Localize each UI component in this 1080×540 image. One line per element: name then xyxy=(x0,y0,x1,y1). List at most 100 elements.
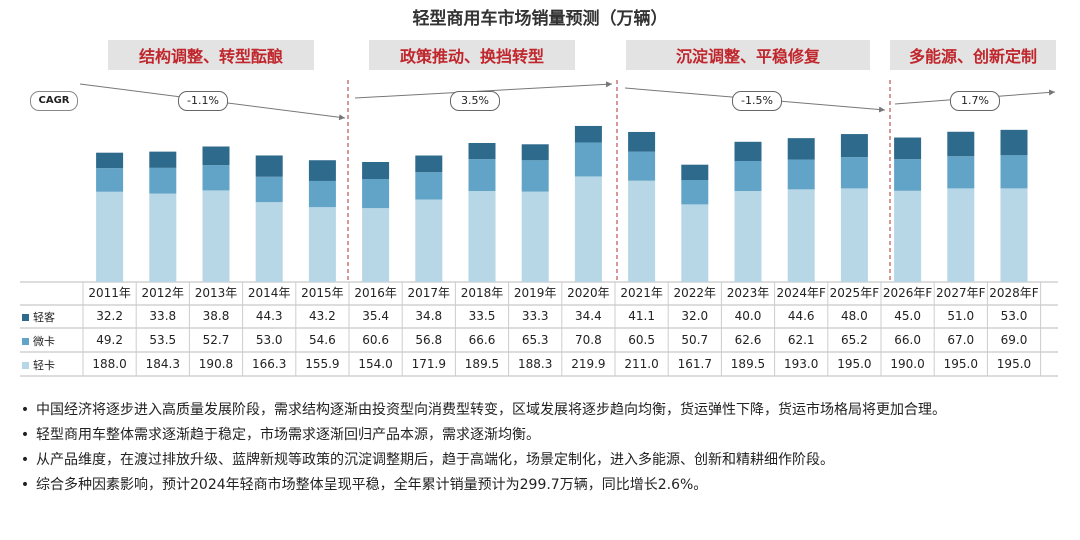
table-cell: 52.7 xyxy=(202,333,230,347)
bar-qingke xyxy=(521,144,549,161)
legend-label: 微卡 xyxy=(33,335,55,348)
x-tick-label: 2021年 xyxy=(620,286,663,300)
table-cell: 40.0 xyxy=(734,309,762,323)
x-tick-label: 2026年F xyxy=(882,286,933,300)
phase-3-label: 沉淀调整、平稳修复 xyxy=(626,40,870,70)
x-tick-label: 2011年 xyxy=(88,286,131,300)
table-cell: 65.3 xyxy=(521,333,549,347)
phase-4-label: 多能源、创新定制 xyxy=(890,40,1056,70)
table-cell: 65.2 xyxy=(841,333,868,347)
chart-title: 轻型商用车市场销量预测（万辆） xyxy=(412,9,668,29)
table-cell: 51.0 xyxy=(947,309,975,323)
table-cell: 190.0 xyxy=(890,357,925,371)
bar-qingke xyxy=(308,160,336,181)
bullet-item: • 从产品维度，在渡过排放升级、蓝牌新规等政策的沉淀调整期后，趋于高端化，场景定制… xyxy=(20,452,834,468)
bullet-text: 综合多种因素影响，预计2024年轻商市场整体呈现平稳，全年累计销量预计为299.… xyxy=(36,477,708,493)
bar-qingke xyxy=(96,152,124,169)
table-cell: 189.5 xyxy=(464,357,500,371)
table-cell: 60.5 xyxy=(628,333,655,347)
x-tick-label: 2028年F xyxy=(989,286,1039,300)
table-cell: 44.6 xyxy=(787,309,815,323)
bar-qingke xyxy=(894,137,922,160)
bar-qingka xyxy=(681,204,709,282)
bar-weika xyxy=(734,160,762,192)
bar-qingke xyxy=(628,131,656,152)
table-cell: 195.0 xyxy=(943,357,978,371)
table-cell: 34.8 xyxy=(415,309,443,323)
x-tick-label: 2019年 xyxy=(513,286,557,300)
table-cell: 56.8 xyxy=(415,333,443,347)
table-cell: 34.4 xyxy=(575,309,602,323)
bar-qingke xyxy=(734,141,762,161)
bar-qingke xyxy=(681,164,709,181)
bar-qingka xyxy=(149,193,177,282)
table-cell: 32.2 xyxy=(96,309,123,323)
table-cell: 66.0 xyxy=(894,333,921,347)
bar-qingke xyxy=(202,146,230,166)
cagr-phase-3: -1.5% xyxy=(732,91,782,111)
bar-weika xyxy=(947,156,975,189)
bar-qingka xyxy=(308,207,336,282)
bullet-list: • 中国经济将逐步进入高质量发展阶段，需求结构逐渐由投资型向消费型转变，区域发展将… xyxy=(14,400,1064,500)
bar-weika xyxy=(308,180,336,208)
phase-2-label: 政策推动、换挡转型 xyxy=(369,40,575,70)
table-cell: 188.0 xyxy=(92,357,127,371)
cagr-phase-1: -1.1% xyxy=(178,91,228,111)
table-cell: 166.3 xyxy=(252,357,287,371)
table-cell: 190.8 xyxy=(198,357,234,371)
table-cell: 45.0 xyxy=(894,309,921,323)
x-tick-label: 2020年 xyxy=(567,286,610,300)
x-tick-label: 2017年 xyxy=(407,286,451,300)
table-cell: 211.0 xyxy=(624,357,659,371)
bullet-text: 轻型商用车整体需求逐渐趋于稳定，市场需求逐渐回归产品本源，需求逐渐均衡。 xyxy=(36,427,540,443)
table-cell: 33.3 xyxy=(521,309,549,323)
bar-qingke xyxy=(574,125,602,143)
bar-weika xyxy=(787,159,815,190)
bar-qingka xyxy=(1000,188,1028,282)
bar-qingka xyxy=(574,176,602,282)
bar-qingka xyxy=(362,208,390,282)
bar-weika xyxy=(681,180,709,205)
cagr-phase-4: 1.7% xyxy=(950,91,1000,111)
legend-label: 轻客 xyxy=(33,311,55,324)
table-cell: 171.9 xyxy=(411,357,446,371)
cagr-label: CAGR xyxy=(30,91,78,111)
bar-qingke xyxy=(149,151,177,168)
x-tick-label: 2018年 xyxy=(460,286,504,300)
x-tick-label: 2016年 xyxy=(354,286,397,300)
bar-weika xyxy=(468,159,496,192)
bar-qingke xyxy=(415,155,443,173)
bar-weika xyxy=(521,160,549,192)
bullet-text: 从产品维度，在渡过排放升级、蓝牌新规等政策的沉淀调整期后，趋于高端化，场景定制化… xyxy=(36,452,834,468)
bar-qingka xyxy=(628,180,656,282)
bar-weika xyxy=(840,157,868,189)
bar-weika xyxy=(149,167,177,194)
bar-qingka xyxy=(840,188,868,282)
x-tick-label: 2027年F xyxy=(936,286,986,300)
bar-weika xyxy=(362,178,390,209)
bar-qingka xyxy=(415,199,443,282)
bar-weika xyxy=(96,168,124,192)
table-cell: 193.0 xyxy=(784,357,819,371)
legend-swatch xyxy=(22,337,29,345)
x-tick-label: 2022年 xyxy=(673,286,717,300)
bar-qingka xyxy=(521,191,549,282)
bar-qingka xyxy=(468,191,496,282)
bar-qingke xyxy=(787,138,815,160)
bar-weika xyxy=(894,159,922,191)
x-tick-label: 2024年F xyxy=(776,286,826,300)
bar-weika xyxy=(628,151,656,181)
legend-qingka: 轻卡 xyxy=(22,357,55,373)
legend-label: 轻卡 xyxy=(33,359,55,372)
table-cell: 66.6 xyxy=(468,333,496,347)
phase-1-label: 结构调整、转型酝酿 xyxy=(108,40,314,70)
legend-swatch xyxy=(22,313,29,321)
x-tick-label: 2023年 xyxy=(726,286,770,300)
legend-weika: 微卡 xyxy=(22,333,55,349)
x-tick-label: 2014年 xyxy=(247,286,291,300)
bar-qingka xyxy=(947,188,975,282)
bar-qingke xyxy=(840,134,868,158)
table-cell: 195.0 xyxy=(837,357,872,371)
table-cell: 195.0 xyxy=(996,357,1032,371)
table-cell: 67.0 xyxy=(947,333,975,347)
